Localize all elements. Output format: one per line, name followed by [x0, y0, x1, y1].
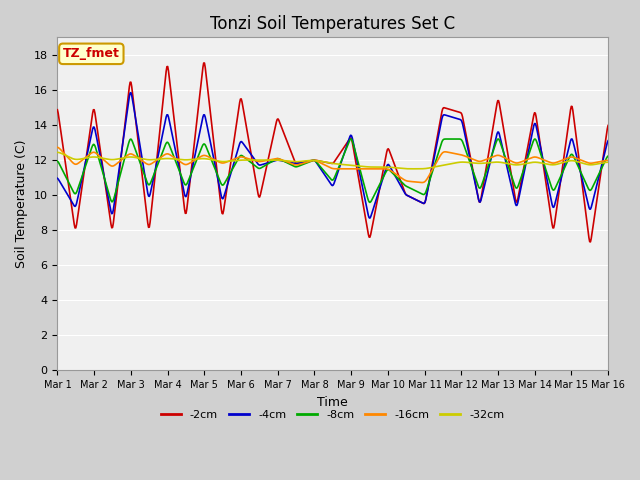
-16cm	[604, 157, 612, 163]
-32cm	[400, 166, 408, 171]
-32cm	[604, 159, 612, 165]
-32cm	[54, 149, 61, 155]
-2cm	[587, 239, 595, 245]
-16cm	[120, 155, 128, 161]
-16cm	[418, 180, 426, 185]
-32cm	[63, 153, 71, 159]
-8cm	[176, 169, 184, 175]
X-axis label: Time: Time	[317, 396, 348, 408]
-8cm	[417, 191, 425, 196]
-4cm	[604, 138, 612, 144]
-16cm	[63, 154, 71, 160]
Legend: -2cm, -4cm, -8cm, -16cm, -32cm: -2cm, -4cm, -8cm, -16cm, -32cm	[157, 406, 509, 425]
-4cm	[63, 192, 71, 197]
-4cm	[366, 215, 374, 221]
-2cm	[63, 174, 71, 180]
-16cm	[54, 144, 61, 150]
-2cm	[176, 167, 184, 173]
-2cm	[417, 199, 424, 205]
-2cm	[54, 107, 61, 113]
-2cm	[200, 60, 207, 66]
Title: Tonzi Soil Temperatures Set C: Tonzi Soil Temperatures Set C	[210, 15, 455, 33]
-32cm	[120, 155, 128, 161]
-4cm	[120, 131, 128, 137]
-32cm	[412, 166, 419, 172]
-4cm	[417, 200, 425, 205]
Line: -4cm: -4cm	[58, 93, 608, 218]
-8cm	[347, 136, 355, 142]
-8cm	[205, 151, 213, 157]
-16cm	[176, 159, 184, 165]
Line: -16cm: -16cm	[58, 147, 608, 182]
-4cm	[401, 191, 409, 196]
-8cm	[54, 158, 61, 164]
-4cm	[206, 136, 214, 142]
Text: TZ_fmet: TZ_fmet	[63, 48, 120, 60]
Line: -8cm: -8cm	[58, 139, 608, 203]
-8cm	[401, 182, 409, 188]
-2cm	[604, 122, 612, 128]
-32cm	[417, 166, 424, 172]
-16cm	[205, 154, 213, 160]
-16cm	[416, 180, 424, 185]
-2cm	[206, 105, 214, 110]
-8cm	[63, 177, 71, 183]
-32cm	[176, 156, 184, 162]
-8cm	[120, 157, 128, 163]
-4cm	[54, 175, 61, 181]
-2cm	[120, 129, 128, 135]
-16cm	[400, 177, 408, 182]
Line: -2cm: -2cm	[58, 63, 608, 242]
Line: -32cm: -32cm	[58, 152, 608, 169]
-2cm	[401, 188, 408, 194]
-4cm	[127, 90, 135, 96]
-32cm	[205, 156, 213, 162]
Y-axis label: Soil Temperature (C): Soil Temperature (C)	[15, 140, 28, 268]
-4cm	[177, 173, 184, 179]
-8cm	[366, 200, 374, 205]
-8cm	[604, 153, 612, 159]
